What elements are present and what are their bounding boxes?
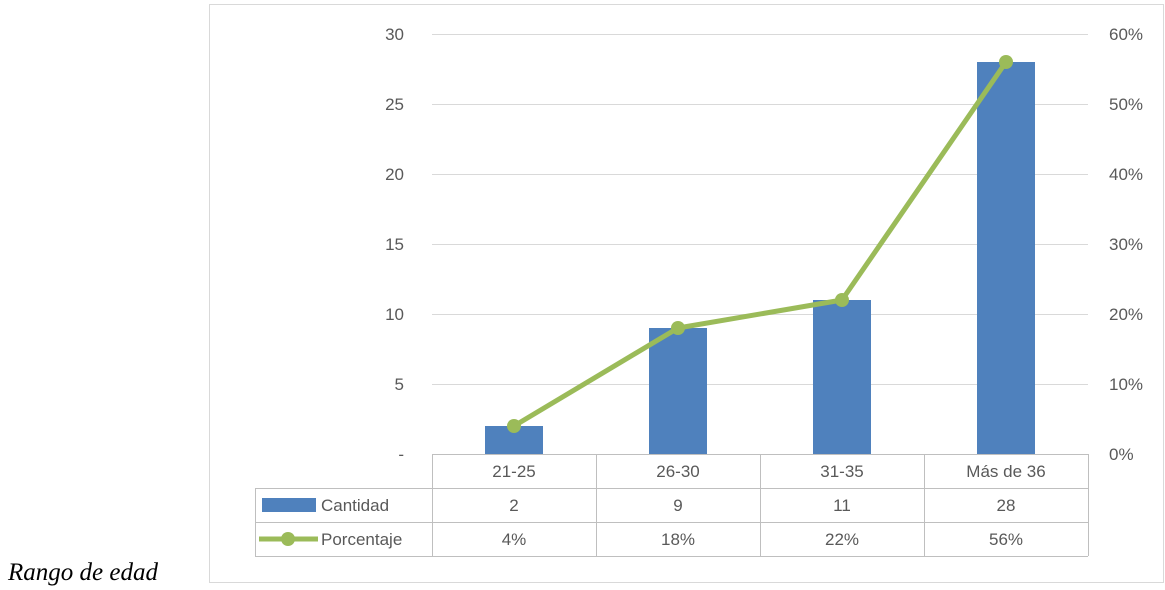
right-tick-label: 40%: [1109, 165, 1143, 184]
left-tick-label: 5: [395, 375, 404, 394]
right-tick-label: 30%: [1109, 235, 1143, 254]
data-label-porcentaje: 18%: [661, 530, 695, 549]
right-tick-label: 20%: [1109, 305, 1143, 324]
category-label: 31-35: [820, 462, 863, 481]
left-tick-label: 30: [385, 25, 404, 44]
bar-Más de 36: [977, 62, 1035, 454]
porcentaje-point-Más de 36: [999, 55, 1013, 69]
series-name-cantidad: Cantidad: [321, 496, 389, 515]
chart-caption: Rango de edad: [8, 559, 158, 586]
left-tick-label: 20: [385, 165, 404, 184]
data-label-cantidad: 2: [509, 496, 518, 515]
category-label: 21-25: [492, 462, 535, 481]
category-label: 26-30: [656, 462, 699, 481]
data-label-porcentaje: 4%: [502, 530, 527, 549]
right-tick-label: 0%: [1109, 445, 1134, 464]
category-label: Más de 36: [966, 462, 1045, 481]
left-tick-label: -: [398, 445, 404, 464]
porcentaje-point-26-30: [671, 321, 685, 335]
porcentaje-point-31-35: [835, 293, 849, 307]
porcentaje-point-21-25: [507, 419, 521, 433]
data-label-cantidad: 11: [833, 496, 851, 515]
series-name-porcentaje: Porcentaje: [321, 530, 402, 549]
bar-31-35: [813, 300, 871, 454]
data-label-cantidad: 28: [997, 496, 1016, 515]
left-tick-label: 15: [385, 235, 404, 254]
left-tick-label: 10: [385, 305, 404, 324]
data-table: 21-25 26-30 31-35 Más de 36 Cantidad 2 9 11 28 Po…: [255, 454, 1089, 557]
right-tick-label: 50%: [1109, 95, 1143, 114]
data-label-porcentaje: 22%: [825, 530, 859, 549]
right-tick-label: 60%: [1109, 25, 1143, 44]
left-tick-label: 25: [385, 95, 404, 114]
data-label-porcentaje: 56%: [989, 530, 1023, 549]
bar-series: [485, 62, 1035, 454]
line-series: [507, 55, 1013, 433]
right-tick-label: 10%: [1109, 375, 1143, 394]
porcentaje-line: [511, 59, 1009, 429]
bar-26-30: [649, 328, 707, 454]
data-label-cantidad: 9: [673, 496, 682, 515]
legend-key-porcentaje-marker: [281, 532, 295, 546]
legend-key-cantidad: [262, 498, 316, 512]
left-axis-ticks: - 5 10 15 20 25 30: [385, 25, 404, 464]
right-axis-ticks: 0% 10% 20% 30% 40% 50% 60%: [1109, 25, 1143, 464]
